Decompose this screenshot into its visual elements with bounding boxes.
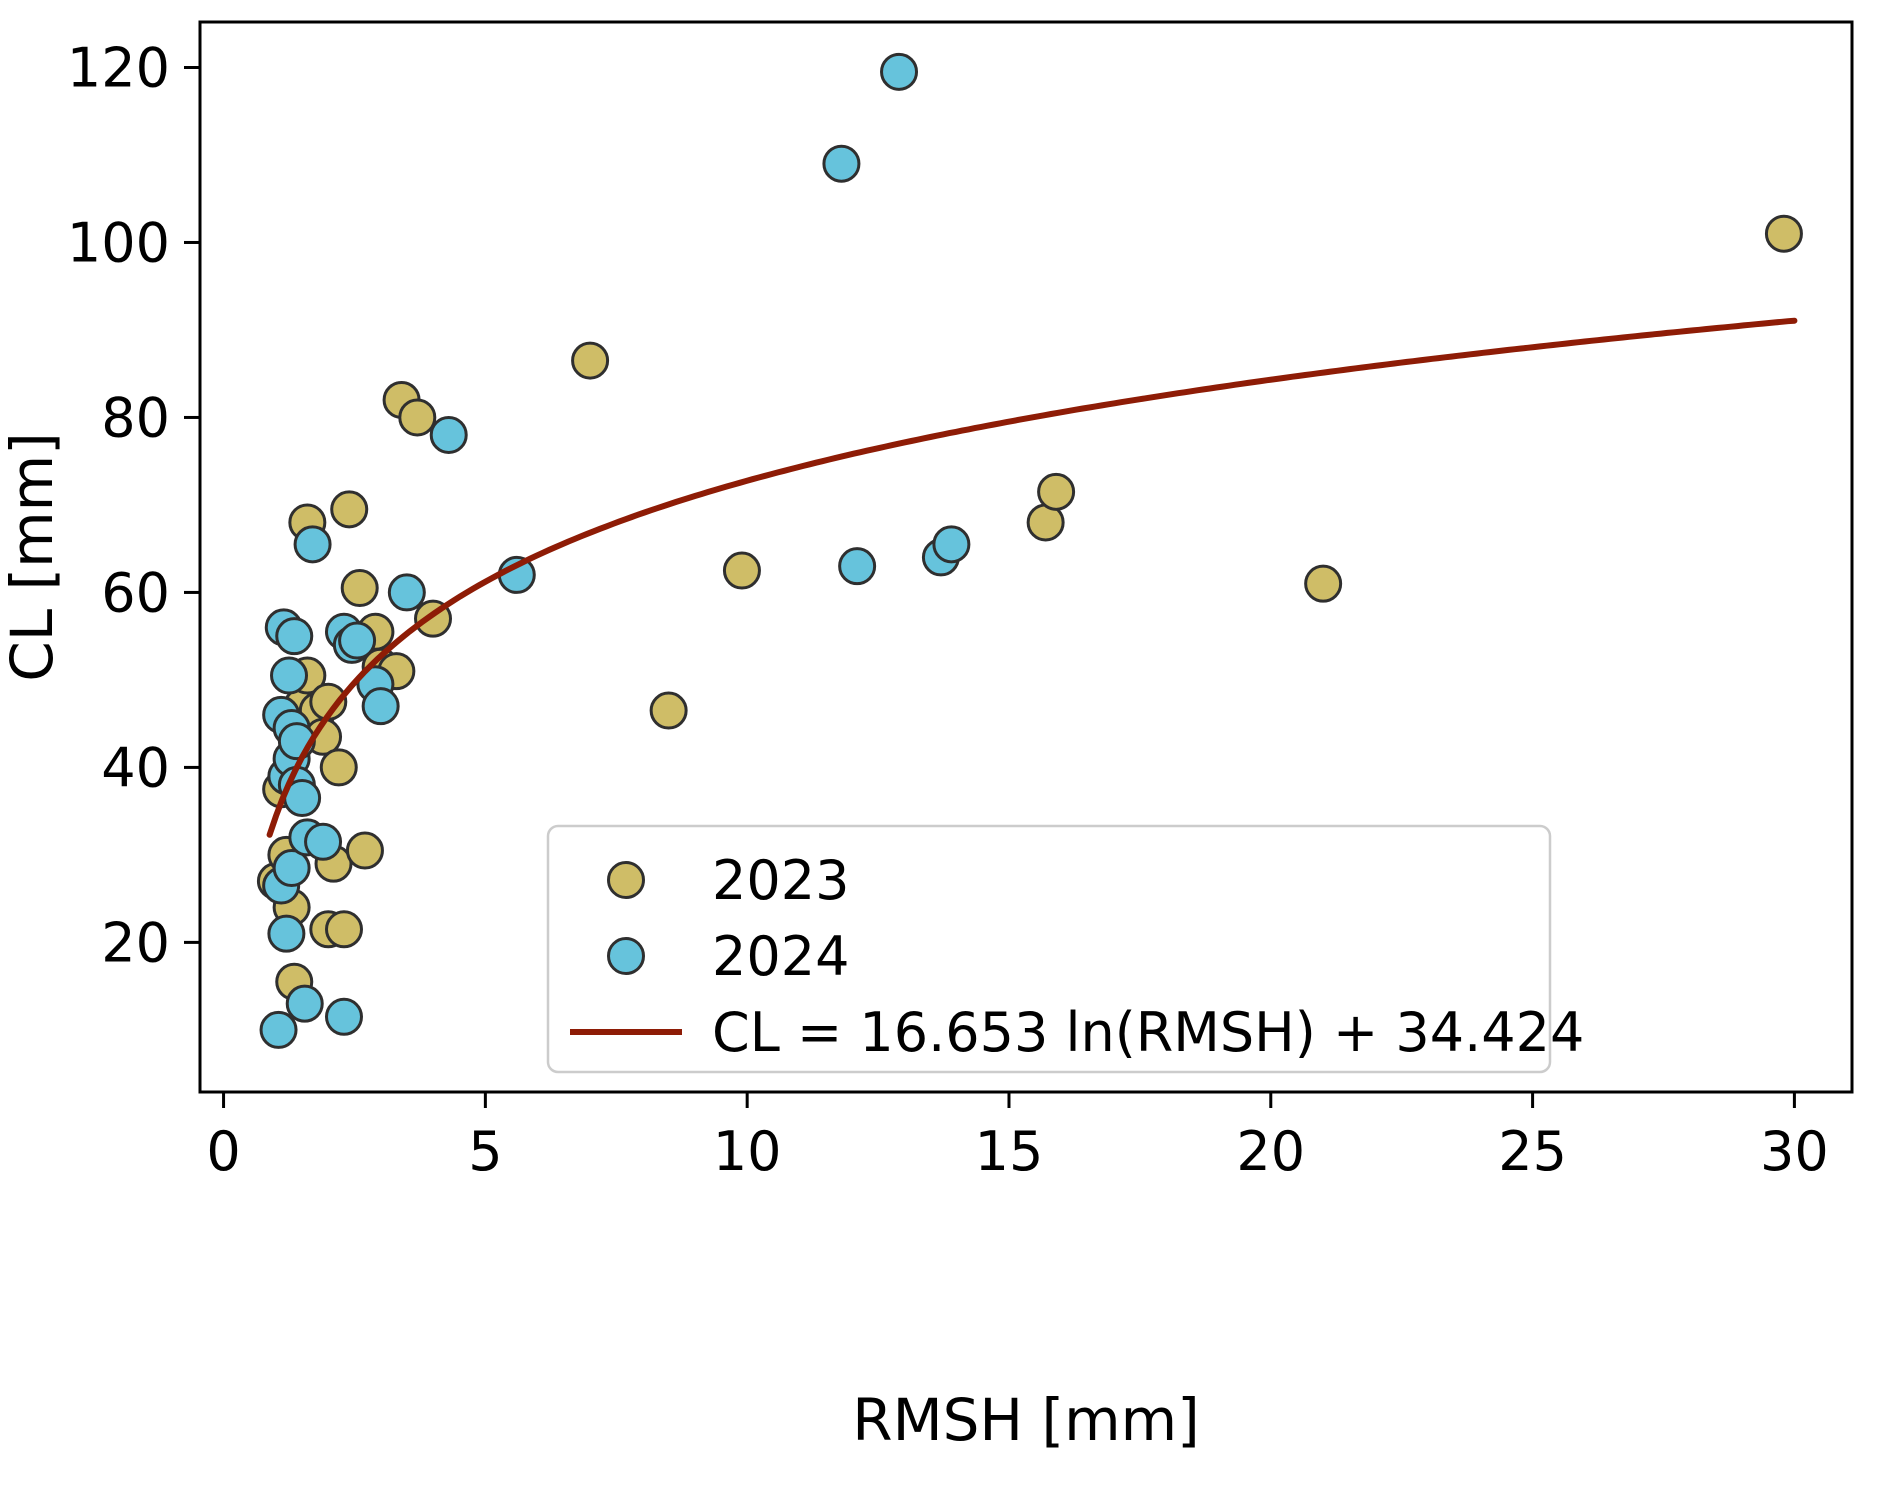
scatter-point-2024 xyxy=(324,997,363,1036)
x-tick-label: 20 xyxy=(1236,1120,1305,1183)
y-tick-label: 100 xyxy=(67,211,170,274)
x-axis-label: RMSH [mm] xyxy=(852,1386,1199,1454)
y-tick-label: 80 xyxy=(101,386,170,449)
y-tick-label: 60 xyxy=(101,561,170,624)
x-tick-label: 0 xyxy=(206,1120,240,1183)
scatter-point-2024 xyxy=(429,415,468,454)
scatter-point-2023 xyxy=(340,569,379,608)
scatter-point-2024 xyxy=(304,822,343,861)
axis-ticks: 0 5 10 15 20 25 30 20 40 60 80 100 120 xyxy=(67,36,1829,1183)
y-axis-label: CL [mm] xyxy=(0,432,66,682)
scatter-point-2023 xyxy=(319,748,358,787)
legend-label-2024: 2024 xyxy=(712,925,849,988)
fit-curve xyxy=(266,317,1798,838)
scatter-point-2023 xyxy=(571,341,610,380)
series-2023 xyxy=(256,214,1803,1001)
scatter-point-2024 xyxy=(267,914,306,953)
scatter-point-2024 xyxy=(822,144,861,183)
series-2024 xyxy=(259,52,971,1049)
y-tick-label: 40 xyxy=(101,736,170,799)
scatter-point-2023 xyxy=(1304,564,1343,603)
legend-box xyxy=(546,824,1552,1074)
x-tick-label: 15 xyxy=(975,1120,1044,1183)
x-tick-label: 10 xyxy=(713,1120,782,1183)
x-tick-label: 25 xyxy=(1498,1120,1567,1183)
scatter-point-2023 xyxy=(649,691,688,730)
legend-marker-2024 xyxy=(607,937,645,975)
scatter-point-2023 xyxy=(345,831,384,870)
plot-frame xyxy=(198,20,1854,1094)
x-tick-label: 30 xyxy=(1760,1120,1829,1183)
scatter-point-2024 xyxy=(270,656,309,695)
scatter-point-2023 xyxy=(1037,472,1076,511)
scatter-point-2024 xyxy=(272,849,311,888)
scatter-point-2023 xyxy=(324,910,363,949)
scatter-point-2024 xyxy=(880,52,919,91)
scatter-point-2024 xyxy=(932,525,971,564)
scatter-point-2024 xyxy=(338,621,377,660)
scatter-point-2024 xyxy=(275,617,314,656)
legend-marker-2023 xyxy=(607,861,645,899)
scatter-point-2024 xyxy=(838,547,877,586)
legend-label-fit-equation: CL = 16.653 ln(RMSH) + 34.424 xyxy=(712,1001,1584,1064)
scatter-point-2023 xyxy=(398,398,437,437)
scatter-point-2024 xyxy=(285,984,324,1023)
y-tick-label: 120 xyxy=(67,36,170,99)
scatter-point-2024 xyxy=(293,525,332,564)
x-tick-label: 5 xyxy=(468,1120,502,1183)
scatter-point-2024 xyxy=(361,687,400,726)
legend: 2023 2024 CL = 16.653 ln(RMSH) + 34.424 xyxy=(546,824,1584,1074)
scatter-point-2024 xyxy=(259,1010,298,1049)
scatter-point-2024 xyxy=(387,573,426,612)
scatter-point-2023 xyxy=(330,490,369,529)
scatter-point-2023 xyxy=(1764,214,1803,253)
legend-label-2023: 2023 xyxy=(712,849,849,912)
scatter-point-2023 xyxy=(722,551,761,590)
y-tick-label: 20 xyxy=(101,911,170,974)
